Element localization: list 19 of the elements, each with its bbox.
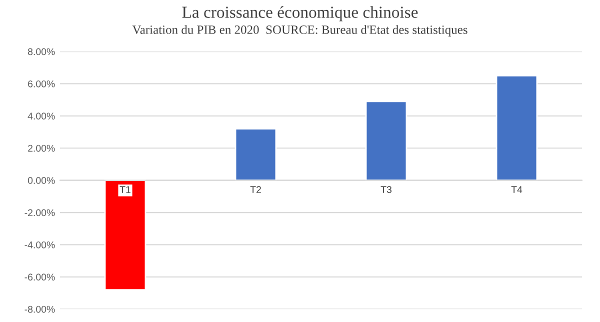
y-tick-label: 8.00% [28,48,55,56]
chart-subtitle: Variation du PIB en 2020 SOURCE: Bureau d'Etat des statistiques [132,25,468,36]
y-tick-label: 4.00% [28,112,55,120]
bar [365,100,408,182]
x-tick-label: T4 [511,186,522,193]
bar [104,180,146,290]
y-tick-label: -4.00% [24,241,55,248]
y-tick-label: 0.00% [28,177,55,184]
bar [234,128,277,182]
x-tick-label: T1 [120,186,130,193]
y-tick-label: 6.00% [28,80,55,88]
x-tick-label: T2 [250,186,261,193]
y-tick-label: -8.00% [24,306,55,313]
chart-title: La croissance économique chinoise [182,6,418,22]
y-tick-label: -2.00% [24,209,55,216]
y-tick-label: -6.00% [24,274,55,281]
bar [496,74,538,182]
x-tick-label: T3 [380,186,392,194]
y-tick-label: 2.00% [28,144,55,152]
